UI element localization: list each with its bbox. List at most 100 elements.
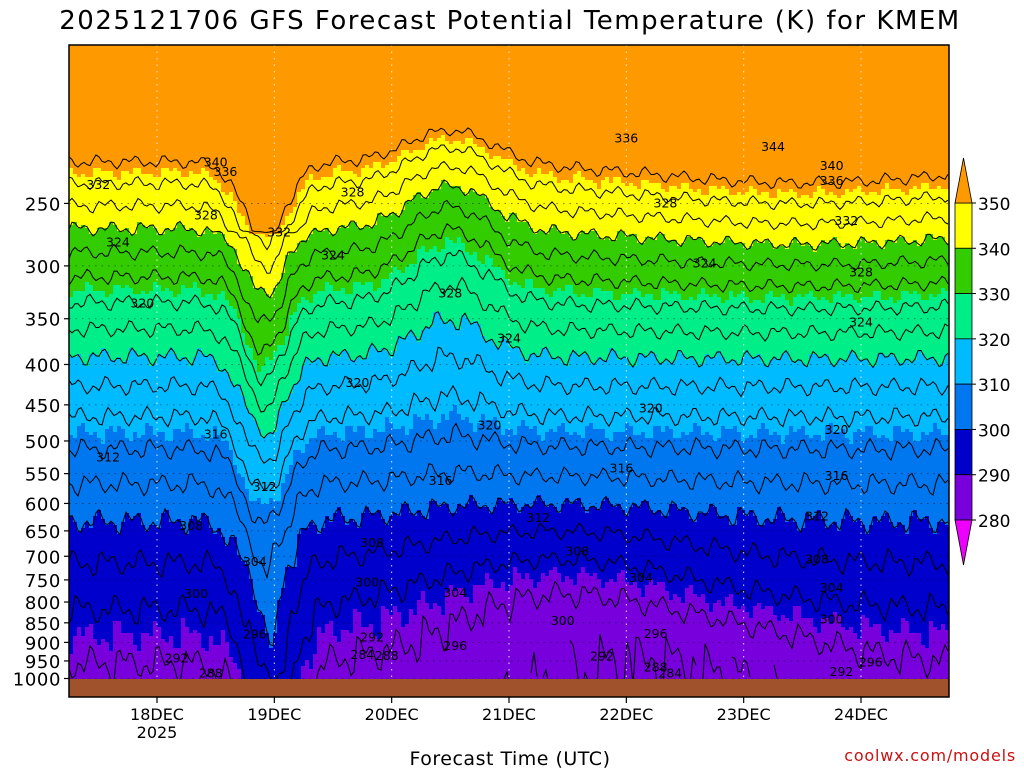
theta-band-cell <box>797 198 802 244</box>
theta-band-cell <box>893 303 898 358</box>
theta-band-cell <box>301 189 306 241</box>
theta-band-cell <box>213 426 218 535</box>
theta-band-cell <box>509 348 514 430</box>
theta-band-cell <box>673 45 678 187</box>
theta-band-cell <box>201 45 206 169</box>
contour-label: 292 <box>830 664 854 679</box>
contour-label: 300 <box>820 612 844 627</box>
theta-band-cell <box>77 291 82 355</box>
theta-band-cell <box>701 594 706 697</box>
theta-band-cell <box>833 432 838 523</box>
theta-band-cell <box>445 324 450 421</box>
theta-band-cell <box>157 354 162 433</box>
theta-band-cell <box>513 567 518 697</box>
theta-band-cell <box>933 189 938 241</box>
theta-band-cell <box>869 297 874 367</box>
theta-band-cell <box>489 420 494 514</box>
theta-band-cell <box>885 45 890 184</box>
theta-band-cell <box>221 537 226 631</box>
theta-band-cell <box>629 426 634 508</box>
theta-band-cell <box>629 234 634 295</box>
theta-band-cell <box>917 519 922 634</box>
theta-band-cell <box>581 231 586 295</box>
theta-band-cell <box>569 435 574 505</box>
theta-band-cell <box>433 141 438 190</box>
theta-band-cell <box>569 237 574 286</box>
theta-band-cell <box>73 174 78 223</box>
theta-band-cell <box>465 318 470 418</box>
theta-band-cell <box>81 423 86 529</box>
theta-band-cell <box>693 240 698 301</box>
theta-band-cell <box>253 234 258 289</box>
theta-band-cell <box>429 420 434 502</box>
theta-band-cell <box>709 297 714 358</box>
theta-band-cell <box>441 615 446 697</box>
theta-band-cell <box>333 636 338 697</box>
theta-band-cell <box>829 192 834 241</box>
theta-band-cell <box>745 612 750 697</box>
theta-band-cell <box>645 357 650 439</box>
theta-band-cell <box>921 519 926 646</box>
theta-band-cell <box>677 438 682 511</box>
theta-band-cell <box>505 222 510 280</box>
theta-band-cell <box>477 195 482 262</box>
theta-band-cell <box>505 159 510 223</box>
theta-band-cell <box>557 513 562 574</box>
theta-band-cell <box>189 633 194 697</box>
theta-band-cell <box>941 45 946 190</box>
ground-rect <box>69 679 949 697</box>
theta-band-cell <box>945 189 949 244</box>
theta-band-cell <box>301 240 306 298</box>
theta-band-cell <box>561 180 566 235</box>
theta-band-cell <box>533 45 538 175</box>
theta-band-cell <box>181 225 186 286</box>
theta-band-cell <box>357 528 362 613</box>
theta-band-cell <box>217 183 222 232</box>
theta-band-cell <box>365 225 370 283</box>
theta-band-cell <box>589 45 594 181</box>
theta-band-cell <box>601 360 606 430</box>
theta-band-cell <box>221 441 226 538</box>
theta-band-cell <box>661 432 666 517</box>
theta-band-cell <box>265 45 270 238</box>
colorbar-band <box>954 429 973 476</box>
colorbar-band <box>954 338 973 385</box>
theta-band-cell <box>145 174 150 229</box>
theta-band-cell <box>657 363 662 427</box>
theta-band-cell <box>917 351 922 442</box>
theta-band-cell <box>657 510 662 583</box>
theta-band-cell <box>205 651 210 697</box>
theta-band-cell <box>933 240 938 298</box>
theta-band-cell <box>393 351 398 430</box>
theta-band-cell <box>705 513 710 604</box>
theta-band-cell <box>233 201 238 250</box>
theta-band-cell <box>433 45 438 142</box>
theta-band-cell <box>521 222 526 289</box>
theta-band-cell <box>89 285 94 355</box>
credit-link[interactable]: coolwx.com/models <box>844 746 1016 765</box>
theta-band-cell <box>421 420 426 517</box>
theta-band-cell <box>685 360 690 436</box>
theta-band-cell <box>441 135 446 181</box>
theta-band-cell <box>901 525 906 619</box>
theta-band-cell <box>497 348 502 427</box>
theta-band-cell <box>673 438 678 505</box>
theta-band-cell <box>309 522 314 670</box>
theta-band-cell <box>473 501 478 586</box>
theta-band-cell <box>453 45 458 142</box>
theta-band-cell <box>829 363 834 424</box>
theta-band-cell <box>729 525 734 595</box>
theta-band-cell <box>85 228 90 283</box>
theta-band-cell <box>273 45 278 235</box>
theta-band-cell <box>653 240 658 301</box>
theta-band-cell <box>237 474 242 556</box>
theta-band-cell <box>413 414 418 517</box>
theta-band-cell <box>697 366 702 427</box>
theta-band-cell <box>501 270 506 340</box>
theta-band-cell <box>125 633 130 697</box>
theta-band-cell <box>349 360 354 427</box>
theta-band-cell <box>497 267 502 349</box>
theta-band-cell <box>265 294 270 358</box>
contour-label: 328 <box>438 285 462 300</box>
theta-band-cell <box>597 237 602 289</box>
